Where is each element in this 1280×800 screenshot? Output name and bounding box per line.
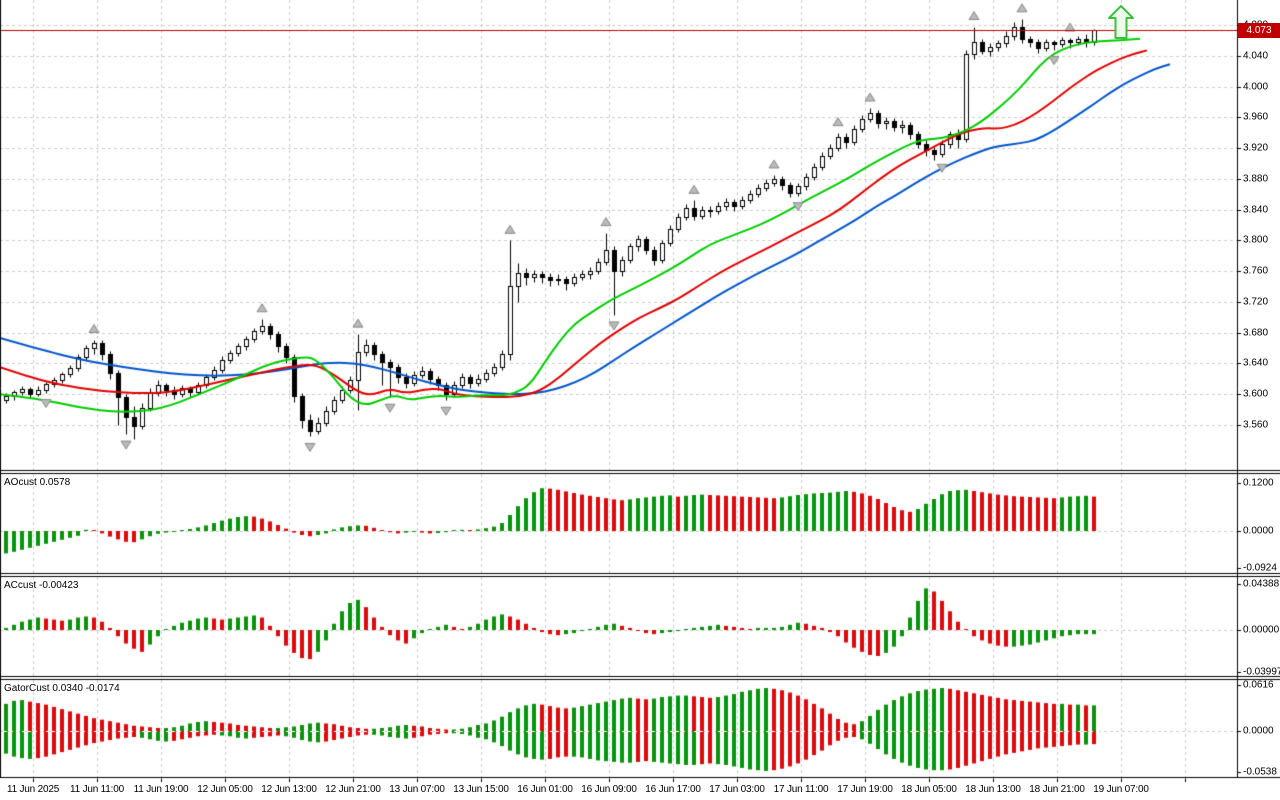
indicator-tick-label: -0.0538 xyxy=(1243,766,1277,778)
indicator-label-accust: ACcust -0.00423 xyxy=(4,580,79,591)
time-axis-label: 16 Jun 09:00 xyxy=(581,784,637,795)
price-tick-label: 3.720 xyxy=(1243,296,1269,308)
indicator-tick-label: 0.0000 xyxy=(1243,525,1274,537)
time-axis-label: 19 Jun 07:00 xyxy=(1093,784,1149,795)
time-axis-label: 11 Jun 19:00 xyxy=(133,784,189,795)
price-tick-label: 3.600 xyxy=(1243,388,1269,400)
indicator-tick-label: 0.04388 xyxy=(1243,578,1280,590)
price-tick-label: 3.680 xyxy=(1243,327,1269,339)
price-tick-label: 3.920 xyxy=(1243,142,1269,154)
time-axis-label: 12 Jun 13:00 xyxy=(261,784,317,795)
price-tick-label: 4.000 xyxy=(1243,81,1269,93)
price-tick-label: 4.040 xyxy=(1243,50,1269,62)
indicator-tick-label: 0.0000 xyxy=(1243,725,1274,737)
time-axis-label: 11 Jun 11:00 xyxy=(70,784,124,795)
time-axis-label: 11 Jun 2025 xyxy=(6,784,60,795)
current-price-tag: 4.073 xyxy=(1238,22,1280,38)
time-axis-label: 17 Jun 03:00 xyxy=(709,784,765,795)
price-tick-label: 3.960 xyxy=(1243,111,1269,123)
buy-signal-arrow-icon[interactable] xyxy=(1107,4,1135,40)
indicator-label-aocust: AOcust 0.0578 xyxy=(4,477,71,488)
time-axis-label: 16 Jun 17:00 xyxy=(645,784,701,795)
indicator-tick-label: -0.0924 xyxy=(1243,562,1277,574)
time-axis-label: 13 Jun 15:00 xyxy=(453,784,509,795)
time-axis-label: 16 Jun 01:00 xyxy=(517,784,573,795)
time-axis-label: 18 Jun 13:00 xyxy=(965,784,1021,795)
time-axis-label: 12 Jun 05:00 xyxy=(197,784,253,795)
indicator-tick-label: 0.0616 xyxy=(1243,679,1274,691)
indicator-tick-label: 0.00000 xyxy=(1243,624,1280,636)
price-tick-label: 3.760 xyxy=(1243,265,1269,277)
price-tick-label: 3.880 xyxy=(1243,173,1269,185)
time-axis-label: 18 Jun 05:00 xyxy=(901,784,957,795)
indicator-tick-label: -0.03997 xyxy=(1243,666,1280,678)
time-axis-label: 18 Jun 21:00 xyxy=(1029,784,1085,795)
current-price-value: 4.073 xyxy=(1246,24,1272,36)
indicator-label-gatorcust: GatorCust 0.0340 -0.0174 xyxy=(4,683,120,694)
price-tick-label: 3.560 xyxy=(1243,419,1269,431)
time-axis-label: 13 Jun 07:00 xyxy=(389,784,445,795)
price-tick-label: 3.640 xyxy=(1243,357,1269,369)
time-axis-label: 12 Jun 21:00 xyxy=(325,784,381,795)
time-axis-label: 17 Jun 11:00 xyxy=(773,784,829,795)
price-tick-label: 3.800 xyxy=(1243,234,1269,246)
time-axis-label: 17 Jun 19:00 xyxy=(837,784,893,795)
price-tick-label: 3.840 xyxy=(1243,204,1269,216)
indicator-tick-label: 0.1200 xyxy=(1243,477,1274,489)
